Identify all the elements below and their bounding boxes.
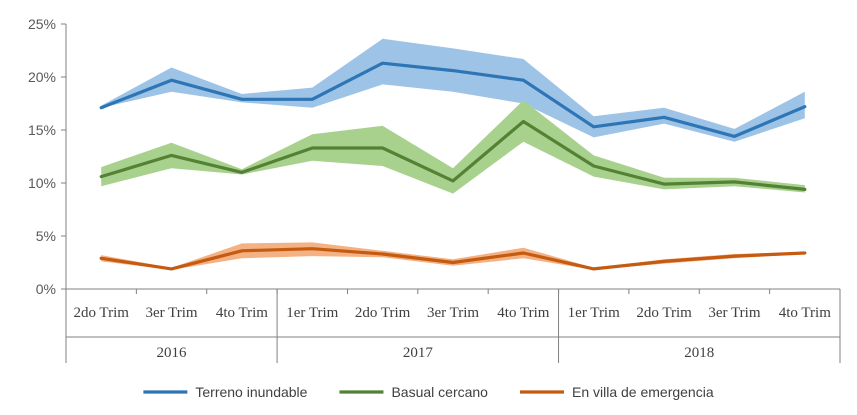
line-series-3 bbox=[99, 247, 807, 271]
axes bbox=[61, 23, 841, 363]
x-group-label: 2017 bbox=[403, 345, 434, 361]
series-lines bbox=[99, 61, 807, 271]
x-group-label: 2016 bbox=[157, 345, 188, 361]
x-category-label: 3er Trim bbox=[427, 305, 479, 321]
x-category-label: 4to Trim bbox=[216, 305, 268, 321]
y-tick-label: 15% bbox=[28, 122, 56, 138]
x-category-label: 1er Trim bbox=[568, 305, 620, 321]
x-category-label: 3er Trim bbox=[145, 305, 197, 321]
y-tick-label: 5% bbox=[36, 228, 56, 244]
legend: Terreno inundable Basual cercano En villa … bbox=[143, 384, 714, 400]
x-group-label: 2018 bbox=[684, 345, 714, 361]
y-tick-label: 10% bbox=[28, 175, 56, 191]
legend-label: Terreno inundable bbox=[195, 384, 307, 400]
band-series-3 bbox=[101, 242, 805, 270]
y-tick-label: 0% bbox=[36, 281, 56, 297]
x-category-label: 4to Trim bbox=[497, 305, 549, 321]
legend-label: En villa de emergencia bbox=[572, 384, 714, 400]
x-category-label: 1er Trim bbox=[286, 305, 338, 321]
x-category-label: 4to Trim bbox=[779, 305, 831, 321]
y-tick-label: 25% bbox=[28, 16, 56, 32]
x-category-label: 2do Trim bbox=[636, 305, 692, 321]
x-category-label: 2do Trim bbox=[73, 305, 129, 321]
x-category-label: 2do Trim bbox=[355, 305, 411, 321]
tick-labels: 0% 5% 10% 15% 20% 25% 2do Trim 3er Trim 4to Trim… bbox=[28, 16, 831, 361]
line-series-2 bbox=[99, 119, 807, 191]
line-series-1 bbox=[99, 61, 807, 138]
confidence-bands bbox=[101, 38, 805, 270]
band-series-1 bbox=[101, 38, 805, 142]
y-tick-label: 20% bbox=[28, 69, 56, 85]
legend-label: Basual cercano bbox=[391, 384, 488, 400]
band-series-2 bbox=[101, 100, 805, 194]
x-category-label: 3er Trim bbox=[708, 305, 760, 321]
